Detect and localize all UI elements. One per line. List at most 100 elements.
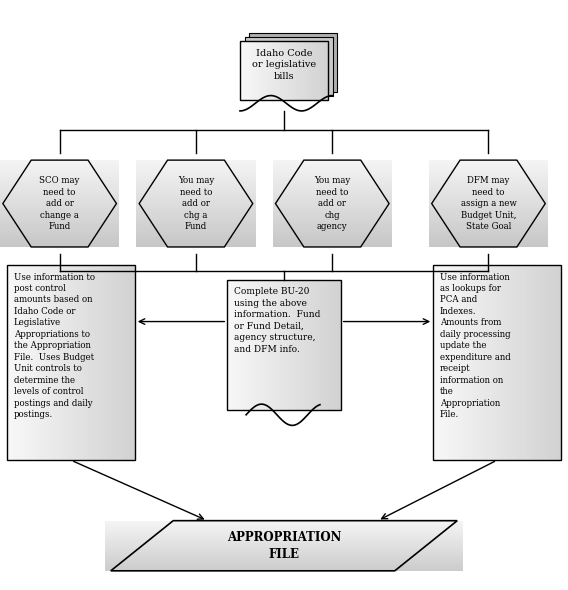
Bar [136,180,256,182]
Bar [136,210,256,212]
Bar [136,188,256,191]
Bar [273,193,392,195]
Bar [105,527,463,529]
Bar [262,41,264,100]
Bar [0,232,119,234]
Bar [264,41,265,100]
Bar [105,521,463,522]
Bar [429,210,548,212]
Bar [0,193,119,195]
Bar [273,234,392,236]
Bar [433,266,561,460]
Bar [454,266,457,460]
Bar [239,280,240,410]
Bar [124,266,126,460]
Bar [136,162,256,165]
Bar [471,266,474,460]
Bar [0,191,119,193]
Bar [533,266,536,460]
Bar [114,266,116,460]
Bar [437,266,440,460]
Bar [94,266,97,460]
Bar [237,280,239,410]
Bar [136,206,256,208]
Bar [83,266,86,460]
Bar [312,41,314,100]
Bar [105,540,463,542]
Bar [467,266,469,460]
Bar [316,41,318,100]
Bar [105,549,463,550]
Bar [452,266,454,460]
Bar [429,242,548,245]
Bar [287,41,289,100]
Bar [429,223,548,225]
Bar [105,524,463,525]
Bar [273,169,392,171]
Bar [136,184,256,186]
Bar [0,212,119,214]
Bar [484,266,486,460]
Bar [273,225,392,227]
Bar [542,266,544,460]
Bar [0,219,119,221]
Bar [7,266,135,460]
Bar [0,245,119,247]
Bar [497,266,499,460]
Bar [136,221,256,223]
Bar [273,245,392,247]
Bar [288,280,290,410]
Bar [284,280,286,410]
Bar [0,225,119,227]
Bar [429,191,548,193]
Bar [499,266,501,460]
Bar [35,266,37,460]
Bar [475,266,478,460]
Bar [136,241,256,242]
Bar [329,280,331,410]
Bar [318,280,320,410]
Bar [105,556,463,557]
Bar [109,266,111,460]
Bar [105,548,463,549]
Bar [273,180,392,182]
Bar [240,280,243,410]
Bar [105,525,463,526]
Bar [105,547,463,548]
Bar [105,534,463,535]
Bar [105,570,463,571]
Bar [273,201,392,204]
Bar [339,280,341,410]
Bar [273,232,392,234]
Bar [273,206,392,208]
Bar [310,41,312,100]
Bar [508,266,510,460]
Bar [429,221,548,223]
Bar [322,41,324,100]
Bar [33,266,35,460]
Bar [0,178,119,180]
Bar [128,266,131,460]
Bar [429,186,548,188]
Bar [136,175,256,178]
Bar [0,171,119,173]
Bar [243,41,244,100]
Bar [14,266,16,460]
Bar [136,186,256,188]
Bar [105,566,463,567]
Bar [510,266,512,460]
Bar [273,212,392,214]
Bar [273,175,392,178]
Bar [273,162,392,165]
Bar [429,217,548,219]
Bar [429,245,548,247]
Bar [136,219,256,221]
Bar [60,266,62,460]
Bar [303,41,304,100]
Bar [254,41,256,100]
Bar [429,219,548,221]
Bar [429,180,548,182]
Bar [136,165,256,166]
Bar [311,280,312,410]
Bar [105,535,463,536]
